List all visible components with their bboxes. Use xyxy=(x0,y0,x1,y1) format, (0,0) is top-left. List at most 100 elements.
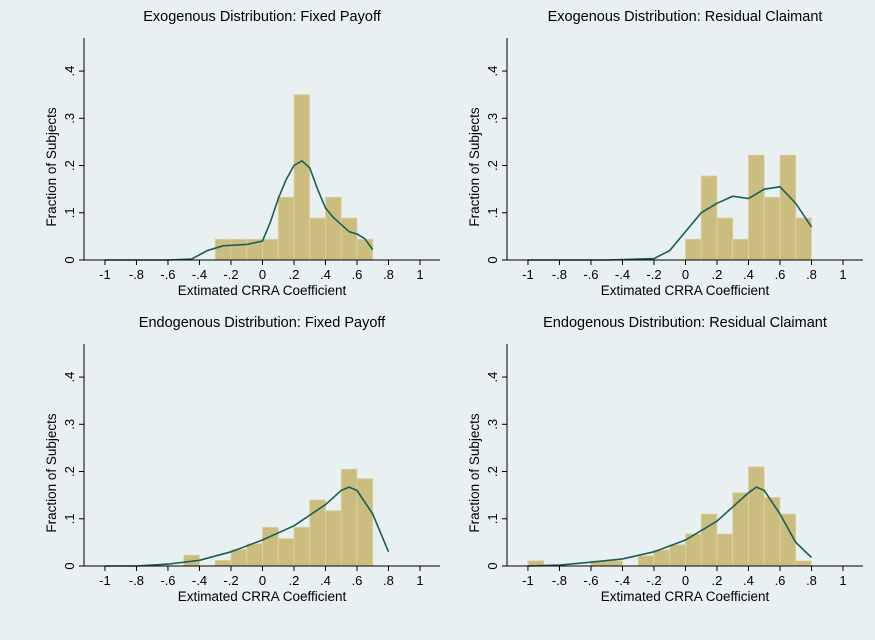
panel: Endogenous Distribution: Residual Claima… xyxy=(467,315,863,604)
histogram-bar xyxy=(685,238,702,261)
x-tick-label: .4 xyxy=(320,573,331,588)
x-tick-label: -.4 xyxy=(615,267,630,282)
x-tick-label: -.4 xyxy=(192,573,207,588)
histogram-bar xyxy=(277,538,295,567)
y-tick-label: .4 xyxy=(62,372,77,383)
x-tick-label: .8 xyxy=(806,573,817,588)
x-tick-label: 1 xyxy=(839,267,846,282)
histogram-bar xyxy=(246,543,263,567)
histogram-bar xyxy=(653,549,671,567)
x-axis-label: Extimated CRRA Coefficient xyxy=(601,283,770,298)
y-axis-label: Fraction of Subjects xyxy=(467,107,482,227)
x-tick-label: -.2 xyxy=(223,267,238,282)
x-tick-label: -.6 xyxy=(160,573,175,588)
histogram-bar xyxy=(637,555,655,567)
histogram-bar xyxy=(230,549,248,567)
x-tick-label: -.6 xyxy=(160,267,175,282)
x-tick-label: .2 xyxy=(712,267,723,282)
y-tick-label: .2 xyxy=(62,466,77,477)
histogram-bar xyxy=(763,497,781,567)
x-tick-label: .2 xyxy=(289,573,300,588)
panel-title: Exogenous Distribution: Residual Claiman… xyxy=(548,9,823,25)
histogram-bar xyxy=(606,560,623,567)
density-line xyxy=(527,185,813,261)
histogram-bar xyxy=(325,510,342,567)
panel: Endogenous Distribution: Fixed Payoff 0 .1… xyxy=(44,315,440,604)
x-tick-label: -.6 xyxy=(583,573,598,588)
histogram-bar xyxy=(356,478,374,567)
x-axis-label: Extimated CRRA Coefficient xyxy=(601,589,770,604)
x-tick-label: -.8 xyxy=(129,573,144,588)
y-tick-label: .4 xyxy=(485,66,500,77)
histogram-bar xyxy=(262,238,279,261)
histogram-bar xyxy=(732,238,749,261)
x-tick-label: 0 xyxy=(682,267,689,282)
x-tick-label: -.4 xyxy=(615,573,630,588)
y-axis-label: Fraction of Subjects xyxy=(467,413,482,533)
y-tick-label: 0 xyxy=(485,256,500,263)
x-tick-label: -1 xyxy=(522,267,534,282)
histogram-bar xyxy=(230,238,248,261)
histogram-bar xyxy=(293,94,311,261)
y-tick-label: .1 xyxy=(62,207,77,218)
x-tick-label: -.4 xyxy=(192,267,207,282)
x-tick-label: .8 xyxy=(383,573,394,588)
y-axis-label: Fraction of Subjects xyxy=(44,413,59,533)
x-tick-label: .4 xyxy=(320,267,331,282)
y-tick-label: .1 xyxy=(485,207,500,218)
histogram-bar xyxy=(669,544,686,567)
x-axis-label: Extimated CRRA Coefficient xyxy=(178,283,347,298)
x-tick-label: -.8 xyxy=(552,267,567,282)
panel-title: Exogenous Distribution: Fixed Payoff xyxy=(143,9,381,25)
x-tick-label: -.2 xyxy=(646,573,661,588)
x-tick-label: 0 xyxy=(259,573,266,588)
density-line xyxy=(527,486,813,567)
x-tick-label: 0 xyxy=(682,573,689,588)
y-axis-label: Fraction of Subjects xyxy=(44,107,59,227)
x-tick-label: .6 xyxy=(352,573,363,588)
y-tick-label: 0 xyxy=(62,562,77,569)
x-tick-label: .2 xyxy=(289,267,300,282)
y-tick-label: .3 xyxy=(62,113,77,124)
histogram-bar xyxy=(779,513,797,567)
y-tick-label: 0 xyxy=(485,562,500,569)
x-tick-label: -.8 xyxy=(129,267,144,282)
x-tick-label: .6 xyxy=(775,573,786,588)
x-tick-label: 1 xyxy=(416,573,423,588)
x-tick-label: .4 xyxy=(743,267,754,282)
y-tick-label: .4 xyxy=(62,66,77,77)
histogram-bar xyxy=(340,217,358,261)
y-tick-label: 0 xyxy=(62,256,77,263)
y-tick-label: .2 xyxy=(485,160,500,171)
histogram-bar xyxy=(214,238,232,261)
histogram-bar xyxy=(795,560,812,567)
histogram-bar xyxy=(214,559,232,567)
y-tick-label: .2 xyxy=(62,160,77,171)
histogram-bar xyxy=(716,533,734,567)
y-tick-label: .3 xyxy=(485,419,500,430)
x-tick-label: .6 xyxy=(775,267,786,282)
histogram-bar xyxy=(716,217,734,261)
y-tick-label: .4 xyxy=(485,372,500,383)
x-tick-label: -1 xyxy=(99,573,111,588)
panel: Exogenous Distribution: Fixed Payoff 0 .1.… xyxy=(44,9,440,298)
histogram-bar xyxy=(340,468,358,567)
histogram-bar xyxy=(763,196,781,261)
y-tick-label: .3 xyxy=(62,419,77,430)
panel: Exogenous Distribution: Residual Claiman… xyxy=(467,9,863,298)
panel-title: Endogenous Distribution: Fixed Payoff xyxy=(139,315,386,331)
x-tick-label: -.8 xyxy=(552,573,567,588)
x-tick-label: -.2 xyxy=(223,573,238,588)
x-tick-label: .8 xyxy=(383,267,394,282)
x-axis-label: Extimated CRRA Coefficient xyxy=(178,589,347,604)
x-tick-label: -1 xyxy=(522,573,534,588)
x-tick-label: -1 xyxy=(99,267,111,282)
y-tick-label: .1 xyxy=(485,513,500,524)
histogram-bar xyxy=(356,238,374,261)
x-tick-label: 1 xyxy=(416,267,423,282)
histogram-bar xyxy=(277,196,295,261)
histogram-bar xyxy=(293,526,311,567)
x-tick-label: .8 xyxy=(806,267,817,282)
x-tick-label: .4 xyxy=(743,573,754,588)
